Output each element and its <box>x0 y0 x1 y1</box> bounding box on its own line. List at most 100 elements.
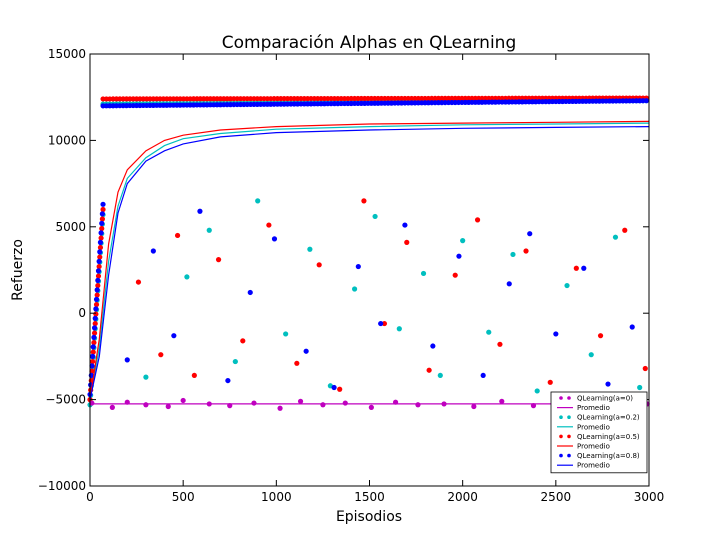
ramp-point <box>94 287 100 293</box>
data-point <box>232 358 238 365</box>
data-point <box>271 236 278 242</box>
data-point <box>553 331 559 337</box>
data-point <box>378 320 384 327</box>
data-point <box>534 388 540 394</box>
data-point <box>597 333 604 339</box>
data-point <box>368 404 374 410</box>
data-point <box>109 404 115 410</box>
data-point <box>471 403 477 410</box>
ramp-point <box>97 249 103 255</box>
data-point <box>197 208 203 214</box>
data-point <box>143 402 149 408</box>
ramp-point <box>95 277 101 283</box>
ramp-point <box>94 292 100 298</box>
x-tick-label: 2500 <box>541 490 572 504</box>
data-point <box>527 231 533 237</box>
data-point <box>480 372 486 379</box>
data-point <box>605 381 611 387</box>
legend-label: Promedio <box>577 404 610 412</box>
ramp-point <box>90 353 96 359</box>
ramp-point <box>97 254 103 260</box>
ramp-point <box>100 206 106 213</box>
legend-marker <box>567 415 571 420</box>
legend-label: QLearning(a=0) <box>577 395 633 403</box>
chart-title: Comparación Alphas en QLearning <box>222 33 517 53</box>
data-point <box>497 341 503 347</box>
legend-marker <box>567 396 571 400</box>
y-tick-label: 5000 <box>55 220 86 234</box>
data-point <box>381 320 388 327</box>
data-point <box>342 400 348 406</box>
chart-marks <box>87 95 650 411</box>
data-point <box>266 222 272 228</box>
data-point <box>135 279 142 285</box>
data-point <box>191 372 197 379</box>
legend-marker <box>567 434 571 439</box>
ramp-point <box>89 368 95 374</box>
x-tick-label: 500 <box>172 490 195 504</box>
legend-label: QLearning(a=0.2) <box>577 414 640 422</box>
legend-marker <box>559 396 563 400</box>
legend-label: QLearning(a=0.5) <box>577 433 640 441</box>
ramp-point <box>95 273 102 279</box>
legend: QLearning(a=0)PromedioQLearning(a=0.2)Pr… <box>550 391 648 474</box>
data-point <box>637 384 643 391</box>
data-point <box>158 352 164 358</box>
data-point <box>124 357 130 363</box>
ramp-point <box>90 358 96 365</box>
data-point <box>307 246 313 252</box>
x-tick-label: 2000 <box>447 490 478 504</box>
legend-label: QLearning(a=0.8) <box>577 452 640 460</box>
ramp-point <box>92 320 98 327</box>
ramp-point <box>95 282 101 289</box>
data-point <box>206 227 212 233</box>
data-point <box>283 331 289 337</box>
data-point <box>456 253 462 259</box>
y-tick-label: 10000 <box>48 133 86 147</box>
data-point <box>523 248 529 254</box>
data-point <box>303 348 309 354</box>
legend-label: Promedio <box>577 462 610 470</box>
y-tick-label: −5000 <box>45 393 86 407</box>
y-tick-label: −10000 <box>38 479 86 493</box>
data-point <box>415 402 421 408</box>
data-point <box>486 329 492 335</box>
ramp-point <box>91 325 98 331</box>
data-point <box>564 282 570 289</box>
data-point <box>240 338 246 344</box>
data-point <box>547 379 553 385</box>
data-point <box>361 198 367 204</box>
data-point <box>452 272 458 278</box>
data-point <box>402 222 408 228</box>
legend-marker <box>559 415 563 420</box>
data-point <box>420 270 427 277</box>
data-point <box>437 372 443 379</box>
data-point <box>474 217 481 223</box>
x-tick-label: 0 <box>86 490 94 504</box>
ramp-point <box>100 201 106 207</box>
legend-marker <box>567 453 571 458</box>
average-line <box>89 122 650 400</box>
ramp-point <box>90 349 96 355</box>
ramp-point <box>98 235 104 241</box>
ramp-point <box>99 216 105 222</box>
x-tick-label: 1000 <box>261 490 292 504</box>
data-point <box>171 333 177 339</box>
data-point <box>351 286 358 292</box>
x-tick-label: 1500 <box>354 490 385 504</box>
ramp-point <box>93 296 100 302</box>
data-point <box>215 257 222 263</box>
data-point <box>460 238 466 244</box>
data-point <box>316 262 322 268</box>
data-point <box>294 360 300 366</box>
data-point <box>355 263 361 270</box>
ramp-point <box>91 330 98 336</box>
data-point <box>251 400 257 406</box>
legend-label: Promedio <box>577 443 610 451</box>
data-point <box>581 265 587 271</box>
data-point <box>510 251 516 258</box>
average-line <box>89 120 650 400</box>
data-point <box>642 365 648 372</box>
y-axis-label: Refuerzo <box>10 239 26 301</box>
ramp-point <box>99 211 105 217</box>
